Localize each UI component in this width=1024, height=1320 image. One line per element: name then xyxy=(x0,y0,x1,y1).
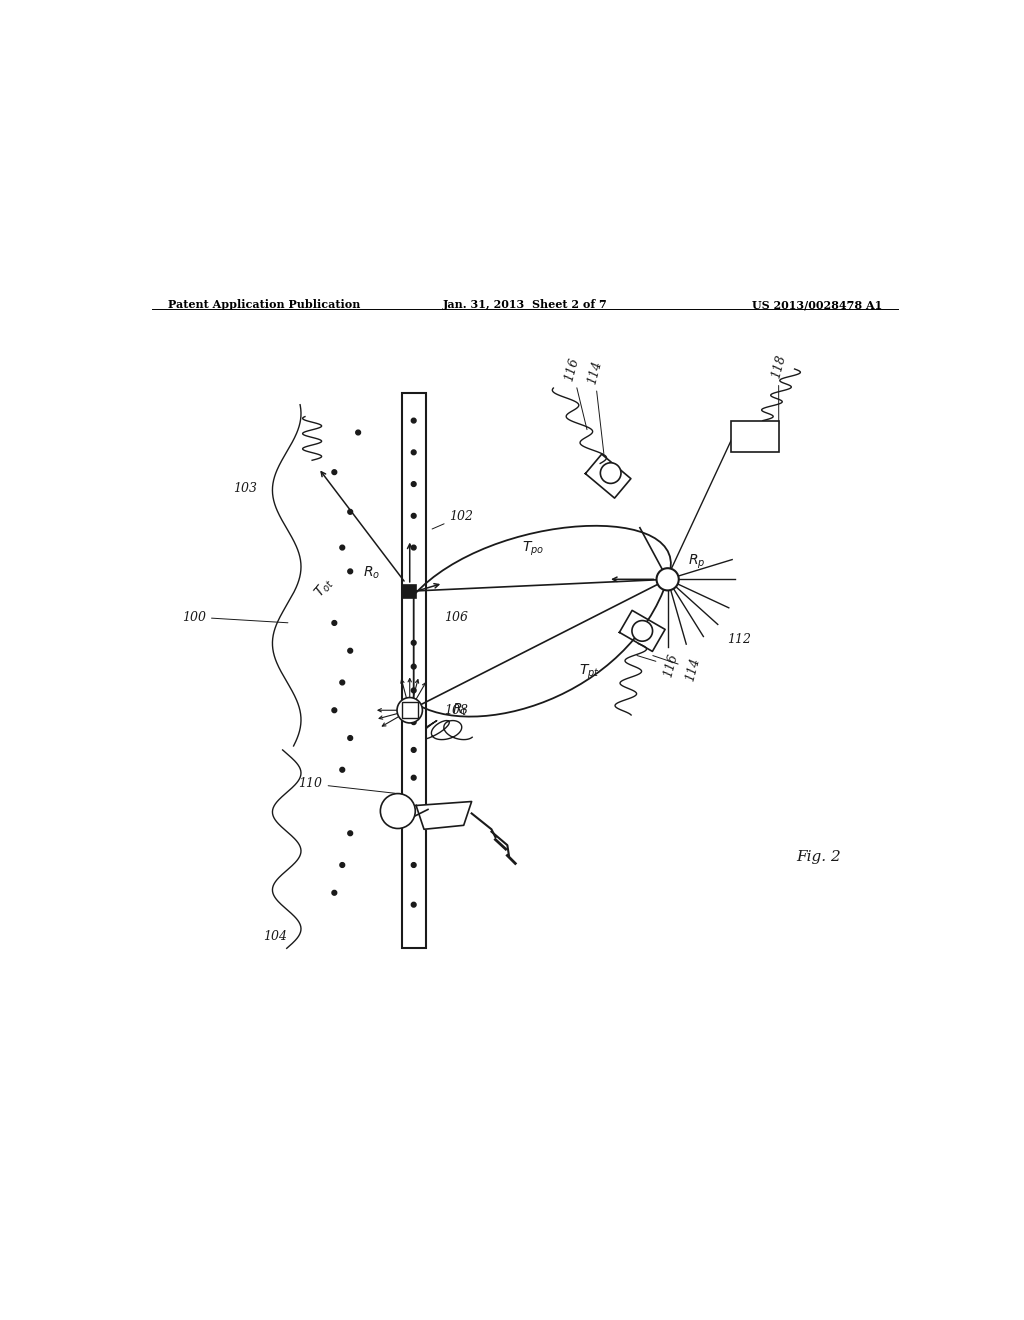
Circle shape xyxy=(355,430,360,434)
Text: 104: 104 xyxy=(263,931,287,944)
Circle shape xyxy=(340,862,345,867)
Text: 100: 100 xyxy=(182,611,288,623)
Text: Fig. 2: Fig. 2 xyxy=(796,850,841,865)
Circle shape xyxy=(412,903,416,907)
Circle shape xyxy=(600,463,621,483)
Text: Patent Application Publication: Patent Application Publication xyxy=(168,300,360,310)
Circle shape xyxy=(412,482,416,487)
Circle shape xyxy=(332,620,337,626)
Text: $T_{pt}$: $T_{pt}$ xyxy=(580,663,600,681)
Bar xyxy=(403,585,416,598)
Circle shape xyxy=(656,568,679,590)
Circle shape xyxy=(412,450,416,454)
Text: 110: 110 xyxy=(299,777,395,793)
Circle shape xyxy=(412,418,416,422)
Text: Jan. 31, 2013  Sheet 2 of 7: Jan. 31, 2013 Sheet 2 of 7 xyxy=(442,300,607,310)
Circle shape xyxy=(412,688,416,693)
Circle shape xyxy=(340,767,345,772)
Text: 114: 114 xyxy=(653,656,702,682)
Bar xyxy=(401,702,418,718)
Circle shape xyxy=(348,830,352,836)
Circle shape xyxy=(412,640,416,645)
Circle shape xyxy=(412,719,416,725)
Bar xyxy=(731,421,779,453)
Circle shape xyxy=(332,470,337,475)
Circle shape xyxy=(340,680,345,685)
Text: 116: 116 xyxy=(637,652,680,678)
Text: US 2013/0028478 A1: US 2013/0028478 A1 xyxy=(752,300,882,310)
Text: $T_{ot}$: $T_{ot}$ xyxy=(312,576,338,601)
Circle shape xyxy=(348,569,352,574)
Text: $R_t$: $R_t$ xyxy=(452,701,468,718)
Text: 116: 116 xyxy=(563,356,587,429)
Circle shape xyxy=(412,747,416,752)
Text: $R_p$: $R_p$ xyxy=(688,553,706,572)
Circle shape xyxy=(332,891,337,895)
Circle shape xyxy=(632,620,652,642)
Circle shape xyxy=(348,510,352,515)
Circle shape xyxy=(412,545,416,550)
Circle shape xyxy=(412,862,416,867)
Circle shape xyxy=(412,513,416,519)
Text: 114: 114 xyxy=(585,359,604,454)
Polygon shape xyxy=(416,801,472,829)
Text: 112: 112 xyxy=(727,632,751,645)
Circle shape xyxy=(348,735,352,741)
Text: 106: 106 xyxy=(443,611,468,623)
Circle shape xyxy=(332,708,337,713)
Bar xyxy=(401,393,426,948)
Text: 102: 102 xyxy=(432,510,473,529)
Circle shape xyxy=(412,775,416,780)
Circle shape xyxy=(412,664,416,669)
Text: $R_o$: $R_o$ xyxy=(364,564,380,581)
Text: 118: 118 xyxy=(769,354,788,424)
Circle shape xyxy=(380,793,416,829)
Text: 108: 108 xyxy=(443,704,468,717)
Circle shape xyxy=(348,648,352,653)
Text: 103: 103 xyxy=(233,482,257,495)
Circle shape xyxy=(340,545,345,550)
Text: $T_{po}$: $T_{po}$ xyxy=(521,540,544,558)
Circle shape xyxy=(397,697,423,723)
